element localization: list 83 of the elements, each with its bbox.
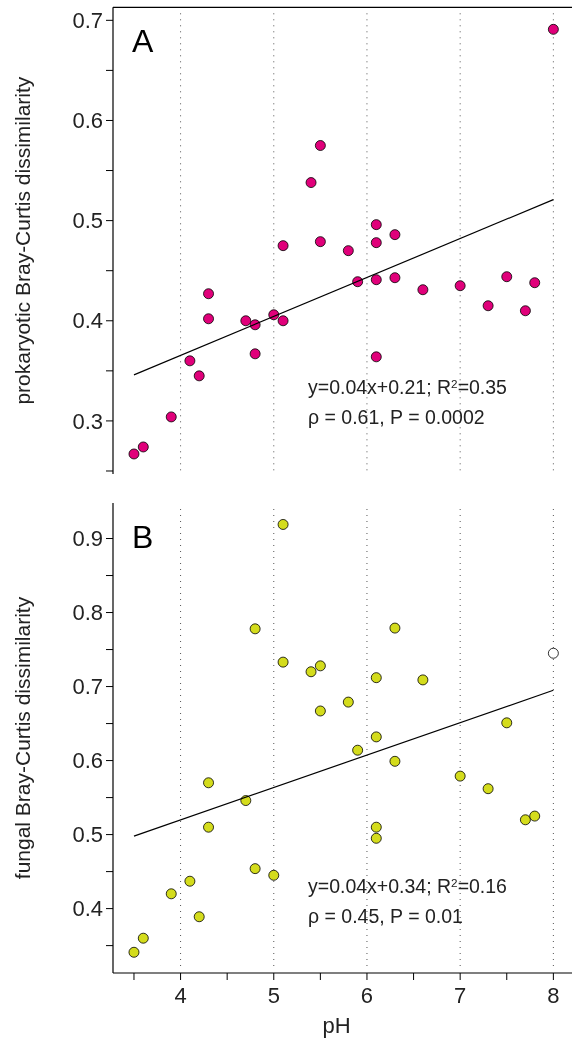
x-axis-title: pH bbox=[322, 1013, 351, 1038]
y-tick-label: 0.7 bbox=[72, 8, 103, 34]
point bbox=[277, 240, 289, 252]
point bbox=[370, 237, 382, 249]
x-tick-label: 7 bbox=[454, 983, 467, 1008]
point bbox=[277, 656, 289, 668]
point bbox=[314, 660, 326, 672]
point bbox=[314, 140, 326, 151]
annotation: A bbox=[132, 23, 154, 60]
x-tick-label: 6 bbox=[360, 983, 374, 1008]
point bbox=[193, 370, 205, 382]
y-tick-label: 0.6 bbox=[72, 108, 103, 134]
point bbox=[370, 731, 382, 743]
point bbox=[128, 448, 140, 460]
point bbox=[482, 783, 494, 795]
y-axis-title: prokaryotic Bray-Curtis dissimilarity bbox=[11, 76, 34, 405]
y-tick-label: 0.7 bbox=[72, 674, 103, 700]
point bbox=[342, 245, 354, 257]
point bbox=[501, 717, 513, 729]
point bbox=[240, 315, 252, 327]
point bbox=[389, 229, 401, 241]
point bbox=[454, 770, 466, 782]
point bbox=[137, 441, 149, 453]
point bbox=[277, 315, 289, 327]
y-tick-label: 0.5 bbox=[72, 822, 103, 848]
point bbox=[203, 777, 214, 789]
point bbox=[370, 832, 382, 844]
point bbox=[482, 300, 494, 312]
point bbox=[193, 911, 205, 923]
point bbox=[370, 351, 382, 363]
point bbox=[370, 672, 382, 684]
point bbox=[529, 277, 541, 289]
point bbox=[277, 519, 289, 530]
point bbox=[352, 744, 364, 756]
y-tick-label: 0.3 bbox=[72, 408, 103, 434]
point bbox=[314, 705, 326, 717]
point bbox=[203, 313, 214, 325]
point bbox=[501, 271, 513, 283]
point bbox=[547, 647, 559, 659]
point bbox=[389, 272, 401, 284]
x-tick-label: 8 bbox=[547, 983, 560, 1008]
annotation: ρ = 0.61, P = 0.0002 bbox=[308, 406, 485, 428]
point bbox=[165, 888, 177, 900]
x-tick-label: 5 bbox=[267, 983, 280, 1008]
point bbox=[342, 696, 354, 708]
point bbox=[370, 274, 382, 286]
point bbox=[389, 755, 401, 767]
y-axis-title: fungal Bray-Curtis dissimilarity bbox=[11, 596, 34, 880]
point bbox=[128, 946, 140, 958]
point bbox=[249, 348, 261, 360]
point bbox=[249, 863, 261, 875]
y-tick-label: 0.9 bbox=[72, 526, 103, 552]
y-tick-label: 0.8 bbox=[72, 600, 103, 626]
point bbox=[305, 177, 317, 188]
point bbox=[417, 284, 429, 296]
point bbox=[520, 814, 531, 826]
point bbox=[184, 875, 196, 887]
annotation: B bbox=[132, 519, 154, 555]
point bbox=[520, 305, 531, 317]
point bbox=[529, 810, 541, 822]
point bbox=[203, 821, 214, 833]
x-tick-label: 4 bbox=[174, 983, 187, 1008]
point bbox=[249, 623, 261, 635]
point bbox=[417, 674, 429, 686]
point bbox=[370, 219, 382, 231]
annotation: y=0.04x+0.34; R$^{2}$=0.16 bbox=[308, 875, 507, 897]
point bbox=[305, 666, 317, 678]
point bbox=[370, 821, 382, 833]
y-tick-label: 0.5 bbox=[72, 208, 103, 234]
point bbox=[389, 622, 401, 634]
point bbox=[203, 288, 214, 300]
annotation: ρ = 0.45, P = 0.01 bbox=[308, 905, 463, 927]
point bbox=[454, 280, 466, 292]
point bbox=[165, 411, 177, 423]
annotation: y=0.04x+0.21; R$^{2}$=0.35 bbox=[308, 376, 508, 398]
point bbox=[547, 23, 559, 35]
point bbox=[137, 932, 149, 944]
point bbox=[314, 236, 326, 248]
y-tick-label: 0.4 bbox=[72, 308, 103, 334]
y-tick-label: 0.4 bbox=[72, 896, 103, 922]
point bbox=[184, 355, 196, 367]
y-tick-label: 0.6 bbox=[72, 748, 103, 774]
point bbox=[268, 869, 280, 881]
